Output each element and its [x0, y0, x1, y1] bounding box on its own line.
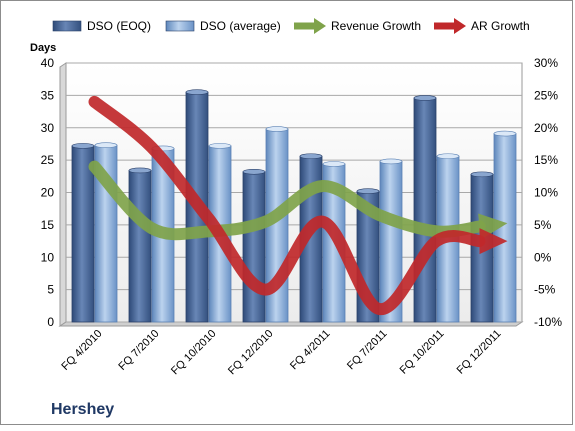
y2-tick-label: -5%	[534, 283, 556, 297]
x-tick-label: FQ 4/2010	[59, 328, 104, 373]
y2-tick-label: 30%	[534, 56, 558, 70]
legend-label: AR Growth	[471, 19, 530, 33]
bar-top	[71, 143, 95, 149]
bar-top	[356, 188, 380, 195]
bar-top	[185, 89, 209, 95]
y-tick-label: 5	[47, 283, 54, 297]
bar-top	[128, 167, 152, 174]
series-line	[88, 160, 486, 241]
arrow-head	[479, 228, 508, 255]
legend-label: Revenue Growth	[331, 19, 421, 33]
chart-title: Hershey	[51, 401, 115, 418]
bar-top	[413, 95, 437, 101]
y2-tick-label: 20%	[534, 121, 558, 135]
bar-top	[242, 168, 266, 175]
legend-item: DSO (EOQ)	[52, 19, 151, 33]
legend-swatch	[52, 20, 82, 32]
legend-label: DSO (EOQ)	[87, 19, 151, 33]
bar	[413, 97, 437, 323]
y-tick-label: 25	[41, 153, 55, 167]
bar	[242, 171, 266, 323]
y-tick-label: 40	[41, 56, 55, 70]
bar-top	[208, 143, 232, 149]
x-tick-label: FQ 10/2010	[169, 328, 219, 378]
bar-top	[265, 126, 289, 132]
y-tick-label: 30	[41, 121, 55, 135]
bar-top	[436, 153, 460, 160]
y-tick-label: 15	[41, 218, 55, 232]
y-tick-label: 20	[41, 186, 55, 200]
bar-top	[322, 161, 346, 167]
bar	[128, 170, 152, 323]
bar	[71, 145, 95, 323]
x-tick-label: FQ 10/2011	[398, 328, 447, 377]
legend: DSO (EOQ) DSO (average) Revenue Growth AR G…	[52, 18, 530, 34]
y2-tick-label: -10%	[534, 315, 562, 329]
series-line	[88, 95, 486, 316]
y2-tick-label: 25%	[534, 88, 558, 102]
y2-tick-label: 10%	[534, 186, 558, 200]
y2-tick-label: 15%	[534, 153, 558, 167]
bar-top	[379, 158, 403, 165]
bar-top	[94, 142, 118, 149]
bar-top	[493, 130, 517, 137]
bar-top	[299, 153, 323, 160]
x-tick-label: FQ 12/2011	[455, 328, 504, 377]
side-wall	[59, 62, 67, 327]
legend-item: DSO (average)	[165, 19, 281, 33]
x-tick-label: FQ 12/2010	[226, 328, 276, 378]
x-tick-label: FQ 4/2011	[288, 328, 333, 373]
legend-item: Revenue Growth	[294, 18, 421, 34]
y2-tick-label: 5%	[534, 218, 552, 232]
x-tick-label: FQ 7/2011	[345, 328, 390, 373]
legend-item: AR Growth	[434, 18, 530, 34]
legend-label: DSO (average)	[200, 19, 281, 33]
legend-arrow	[454, 18, 466, 34]
y-axis-label: Days	[30, 42, 56, 54]
y2-tick-label: 0%	[534, 250, 552, 264]
legend-swatch	[165, 20, 195, 32]
x-tick-label: FQ 7/2010	[116, 328, 161, 373]
y-tick-label: 0	[47, 315, 54, 329]
y-tick-label: 35	[41, 88, 55, 102]
plot-floor	[58, 321, 524, 327]
legend-arrow	[314, 18, 326, 34]
y-tick-label: 10	[41, 250, 55, 264]
bar-top	[470, 171, 494, 178]
plot-area: 0 5 10 15 20 25 30 35 40 -10% -5% 0% 5% 10% 15% 20% 25% 3…	[41, 56, 563, 377]
